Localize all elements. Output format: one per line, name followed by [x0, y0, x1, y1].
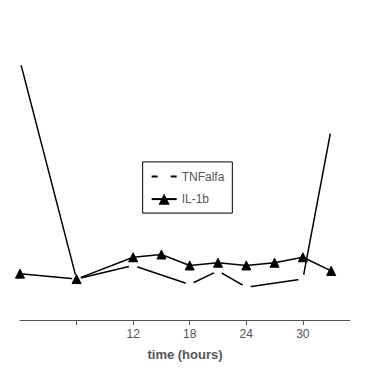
svg-text:time (hours): time (hours) — [147, 347, 222, 362]
svg-text:18: 18 — [183, 327, 197, 341]
svg-text:30: 30 — [296, 327, 310, 341]
svg-text:IL-1b: IL-1b — [182, 192, 210, 206]
svg-text:24: 24 — [240, 327, 254, 341]
svg-text:12: 12 — [126, 327, 140, 341]
svg-text:TNFalfa: TNFalfa — [182, 170, 225, 184]
